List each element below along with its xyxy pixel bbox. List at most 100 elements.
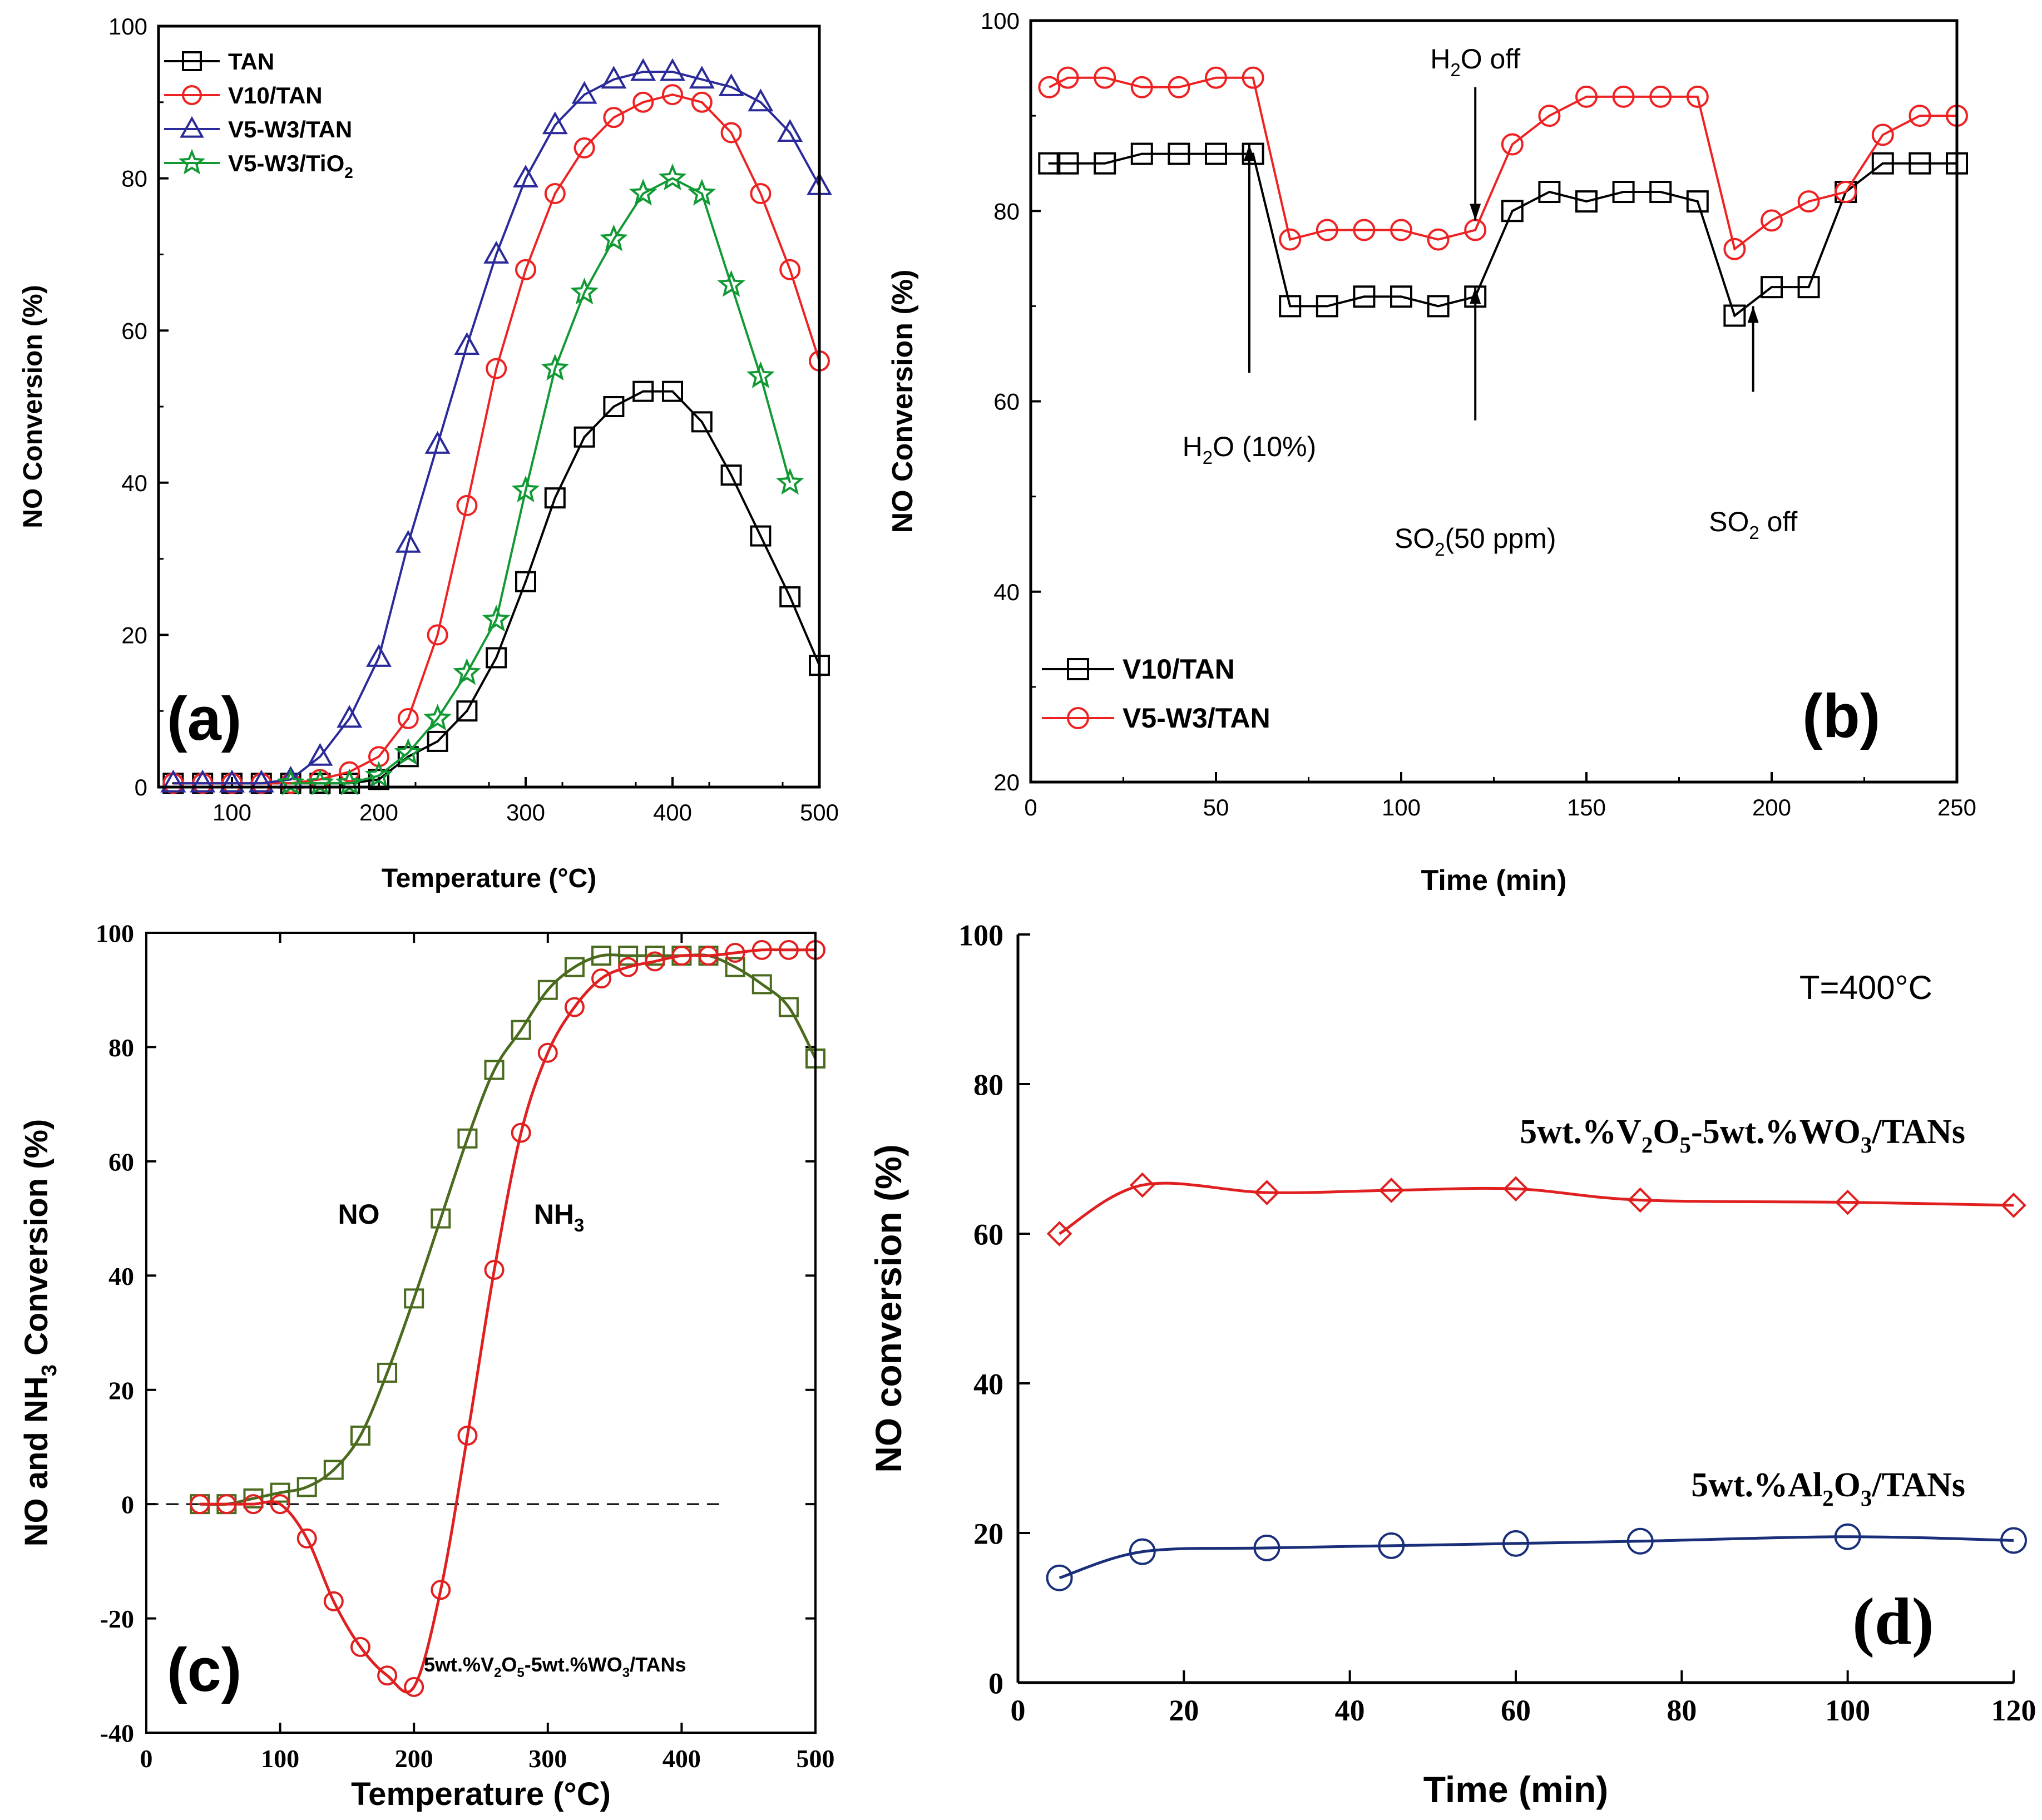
data-point [307,743,333,766]
data-point-center-dot [1048,162,1051,165]
data-point [1316,295,1338,318]
series-label: 5wt.%Al2O3/TANs [1691,1466,1965,1511]
label-part: (50 ppm) [1445,523,1556,554]
legend-label: V5-W3/TAN [228,116,352,142]
data-point [1686,85,1709,108]
data-point [1686,190,1709,213]
data-point [779,259,801,280]
data-point [629,179,657,206]
data-point [377,1362,398,1383]
data-point [397,746,419,768]
x-tick-label: 80 [1667,1694,1697,1727]
data-point [423,704,452,731]
data-point [1205,142,1227,165]
data-point [394,738,423,765]
data-point [1242,66,1264,89]
data-point [1056,66,1079,89]
data-point-center-dot [520,1028,522,1031]
data-point [513,165,538,188]
data-point [573,426,595,448]
data-point-center-dot [600,954,603,957]
data-point [216,1494,237,1515]
x-tick-label: 500 [800,799,839,825]
data-point [366,644,392,667]
legend-label: TAN [228,48,274,75]
x-axis-title: Time (min) [1423,1769,1608,1810]
data-point [270,1494,290,1515]
data-point-center-dot [332,1468,335,1471]
x-tick-label: 300 [506,799,545,825]
x-tick-label: 100 [212,799,251,825]
data-point [454,332,480,355]
data-point [1130,142,1153,165]
data-point [1575,190,1598,213]
y-tick-label: 20 [121,622,147,649]
panel-label: (c) [167,1636,241,1704]
data-point [717,270,745,297]
annotation-label: H2O (10%) [1183,431,1317,468]
legend-marker [182,51,202,71]
data-point [456,700,478,722]
series-line [1059,1535,2014,1580]
series-circle [190,939,825,1697]
y-tick-label: 60 [973,1218,1003,1251]
data-point-center-dot [1771,286,1773,289]
data-point-center-dot [573,966,576,968]
data-point [691,91,713,113]
data-point [778,997,799,1017]
data-point-center-dot [436,740,439,743]
data-point [404,1288,424,1309]
data-point-center-dot [525,580,527,583]
series-diamond [1046,1172,2026,1247]
data-point [486,647,507,669]
data-point [1871,152,1894,175]
data-point [725,942,745,963]
data-point [323,1591,344,1611]
data-point [296,1477,317,1497]
label-part: V5-W3/TiO [228,150,344,176]
y-tick-label: 40 [108,1262,134,1290]
data-point-center-dot [466,1137,469,1140]
data-point [564,957,585,977]
label-part: H [1430,43,1450,75]
data-point-center-dot [1807,286,1810,289]
data-point [243,1494,264,1515]
data-point-center-dot [546,988,549,991]
panel-label: (d) [1852,1584,1934,1658]
data-point [2001,1193,2026,1218]
data-point [541,353,570,381]
data-point [618,957,639,977]
data-point [1835,181,1857,204]
data-point [350,1636,370,1657]
data-point-center-dot [1104,162,1106,165]
legend-label: V10/TAN [228,82,323,108]
data-point [698,946,719,966]
subscript: 3 [622,1665,630,1680]
data-point-center-dot [1326,305,1328,308]
data-point-center-dot [1733,314,1736,317]
data-point [1094,66,1116,89]
data-point [511,475,540,503]
label-part: -5wt.%WO [1691,1113,1861,1151]
series-star [276,163,804,795]
series-line [173,71,820,785]
data-point [1723,238,1746,260]
data-point [1908,105,1931,127]
data-point [1871,123,1894,146]
data-point-center-dot [789,596,792,598]
data-point [350,1425,370,1446]
subscript: 3 [1861,1132,1872,1158]
y-tick-label: 40 [973,1367,1003,1401]
data-point [219,769,245,793]
data-point [1253,1534,1280,1561]
subscript: 2 [1749,522,1759,543]
legend-marker [1067,707,1089,729]
data-point [457,1128,478,1149]
data-point-center-dot [1585,200,1588,203]
data-point [482,605,511,632]
label-part: O off [1461,43,1521,75]
data-point-center-dot [627,954,630,957]
data-point-center-dot [1622,191,1625,194]
series-line [200,953,817,1506]
